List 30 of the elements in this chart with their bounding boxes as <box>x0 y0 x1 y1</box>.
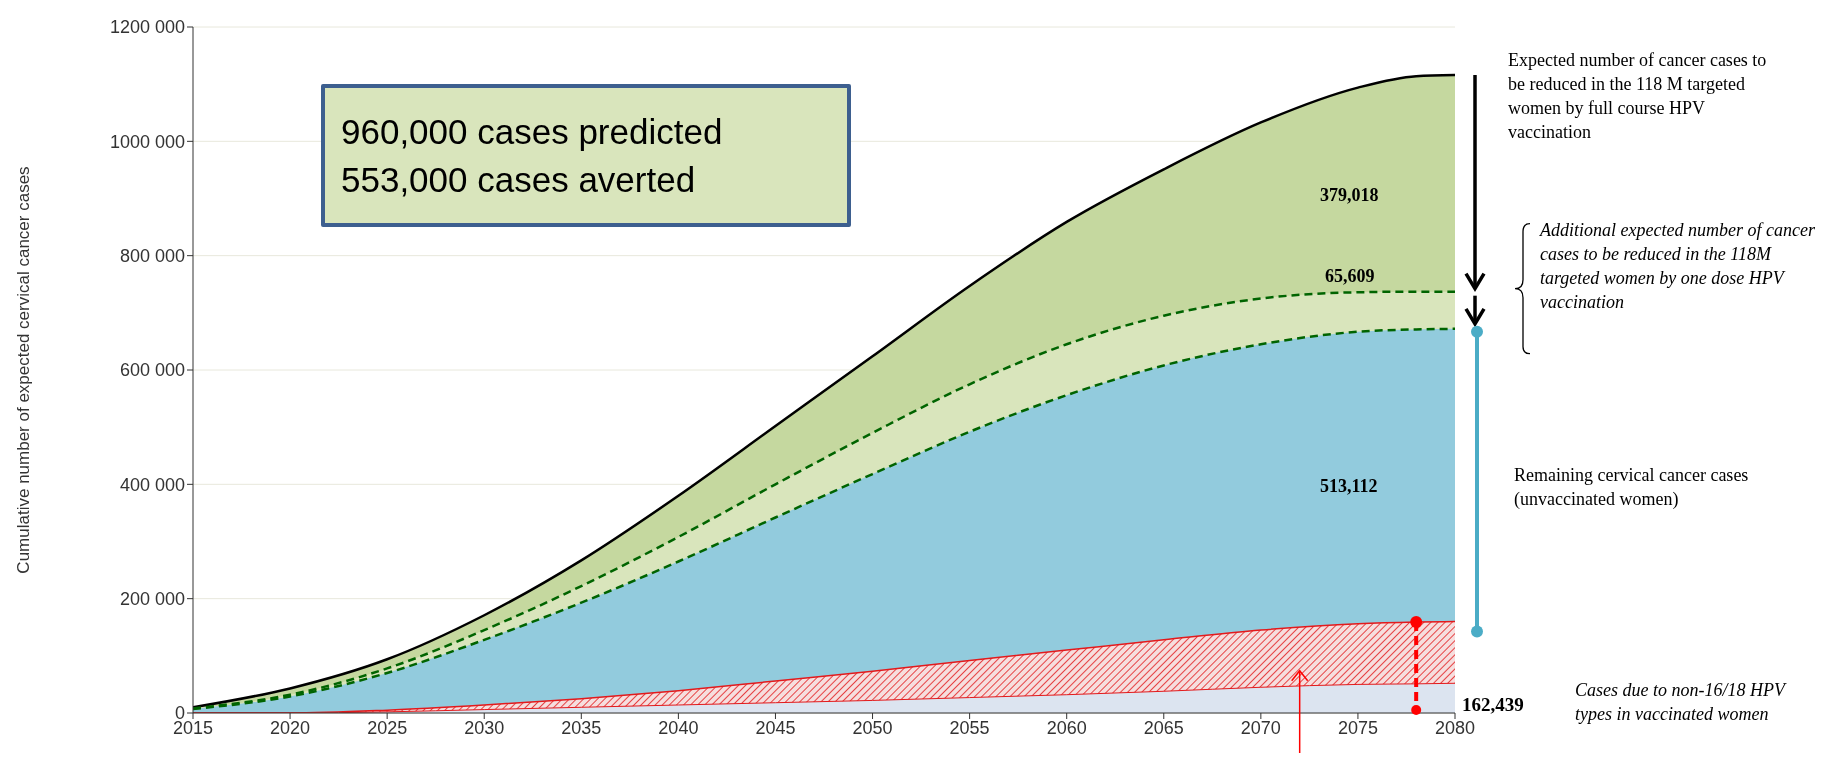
annotation: 513,112 <box>1320 476 1378 497</box>
x-tick-label: 2055 <box>949 717 990 738</box>
x-tick-label: 2040 <box>658 717 699 738</box>
text: 162,439 <box>1462 694 1524 716</box>
y-axis-title: Cumulative number of expected cervical cancer cases <box>14 166 34 574</box>
annotation: 960,000 cases predicted 553,000 cases averted <box>341 111 724 201</box>
y-tick-label: 400 000 <box>119 474 185 495</box>
x-tick-label: 2020 <box>270 717 311 738</box>
x-tick-label: 2045 <box>755 717 796 738</box>
annotation: 65,609 <box>1325 266 1375 287</box>
x-tick-label: 2065 <box>1143 717 1184 738</box>
text: Cases due to non-16/18 HPV types in vaccinated women <box>1575 679 1788 726</box>
x-tick-label: 2070 <box>1240 717 1281 738</box>
y-tick-label: 200 000 <box>119 589 185 610</box>
x-tick-label: 2030 <box>464 717 505 738</box>
annotation: 379,018 <box>1320 185 1379 206</box>
y-tick-label: 800 000 <box>119 246 185 267</box>
text: Remaining cervical cancer cases (unvaccinated women) <box>1514 464 1750 511</box>
text-box: 960,000 cases predicted 553,000 cases averted <box>321 84 851 227</box>
y-tick-label: 1000 000 <box>109 131 185 152</box>
text: Additional expected number of cancer cases to be reduced in the 118M targeted women by one dose HPV vaccination <box>1540 219 1816 314</box>
y-tick-label: 600 000 <box>119 360 185 381</box>
y-tick-label: 1200 000 <box>109 17 185 38</box>
x-tick-label: 2080 <box>1434 717 1476 738</box>
x-tick-label: 2050 <box>852 717 893 738</box>
x-tick-label: 2060 <box>1046 717 1087 738</box>
x-tick-label: 2075 <box>1337 717 1378 738</box>
x-tick-label: 2025 <box>367 717 408 738</box>
text: Expected number of cancer cases to be reduced in the 118 M targeted women by full course HPV vaccination <box>1508 49 1768 144</box>
x-tick-label: 2035 <box>561 717 602 738</box>
